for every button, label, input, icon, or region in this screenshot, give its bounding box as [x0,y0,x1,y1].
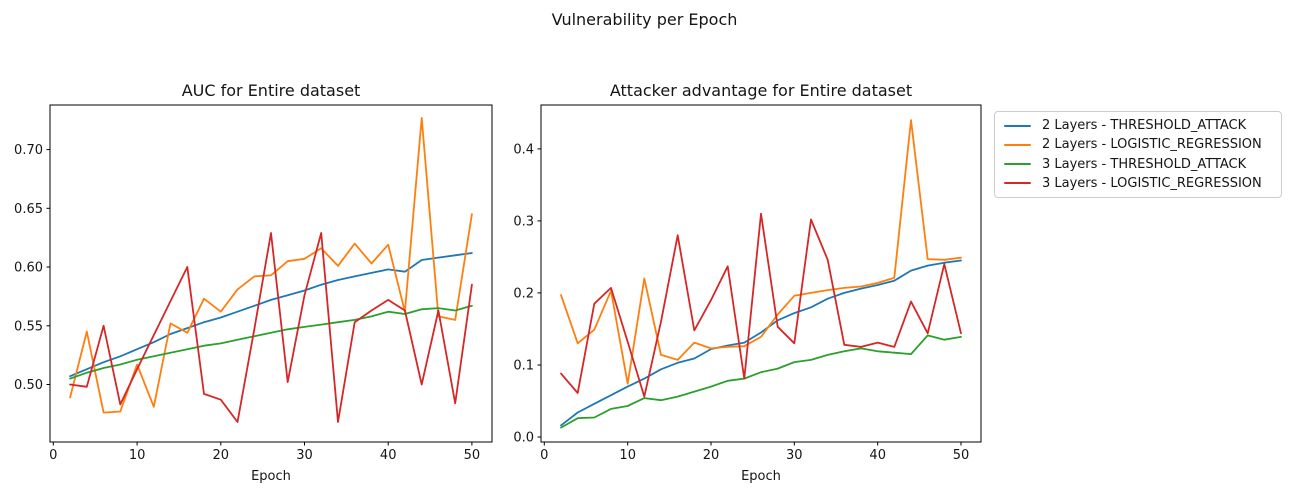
subplot-title: AUC for Entire dataset [182,81,361,100]
y-tick-label: 0.3 [513,214,534,229]
figure-title: Vulnerability per Epoch [551,10,738,29]
x-tick-label: 40 [380,448,397,463]
legend-item-label: 3 Layers - LOGISTIC_REGRESSION [1042,175,1262,191]
axes-box [49,104,493,443]
y-tick-label: 0.55 [14,319,43,334]
y-tick-label: 0.0 [513,431,534,446]
x-tick-label: 0 [540,448,548,463]
x-axis-label: Epoch [741,469,781,484]
legend-line-swatch [1004,124,1031,127]
series-line [69,252,473,378]
x-axis-label: Epoch [251,469,291,484]
x-tick-label: 0 [49,448,57,463]
series-line [560,334,962,429]
legend-box: 2 Layers - THRESHOLD_ATTACK 2 Layers - LO… [994,111,1282,198]
x-tick-label: 10 [129,448,146,463]
x-tick-label: 30 [296,448,313,463]
x-tick-label: 20 [703,448,720,463]
legend-line-swatch [1004,182,1031,185]
x-tick-label: 40 [869,448,886,463]
x-tick-label: 50 [953,448,970,463]
legend-line-swatch [1004,143,1031,146]
subplot-auc: 0 10 20 30 40 50 0.50 0.55 0.60 0.65 0.70 AUC for E… [14,81,493,484]
subplot-advantage: 0 10 20 30 40 50 0.0 0.1 0.2 0.3 0.4 Attacker advan… [513,81,982,484]
legend-item-label: 2 Layers - THRESHOLD_ATTACK [1042,118,1247,134]
legend-item: 2 Layers - THRESHOLD_ATTACK [1004,118,1272,133]
y-tick-label: 0.1 [513,359,534,374]
axes-box [540,104,982,443]
legend-item: 2 Layers - LOGISTIC_REGRESSION [1004,137,1272,152]
series-line [69,117,473,414]
series-line [69,232,473,423]
x-tick-label: 30 [786,448,803,463]
y-tick-label: 0.2 [513,286,534,301]
legend-item-label: 3 Layers - THRESHOLD_ATTACK [1042,156,1247,172]
legend-item: 3 Layers - THRESHOLD_ATTACK [1004,157,1272,172]
subplot-title: Attacker advantage for Entire dataset [610,81,912,100]
x-tick-label: 50 [464,448,481,463]
series-line [560,212,962,398]
legend-item: 3 Layers - LOGISTIC_REGRESSION [1004,176,1272,191]
y-tick-label: 0.4 [513,142,534,157]
y-tick-label: 0.70 [14,143,43,158]
y-tick-label: 0.65 [14,202,43,217]
y-tick-label: 0.60 [14,261,43,276]
x-tick-label: 10 [619,448,636,463]
legend-item-label: 2 Layers - LOGISTIC_REGRESSION [1042,137,1262,153]
series-line [560,259,962,427]
x-tick-label: 20 [213,448,230,463]
y-tick-label: 0.50 [14,378,43,393]
series-line [560,119,962,385]
legend-line-swatch [1004,163,1031,166]
